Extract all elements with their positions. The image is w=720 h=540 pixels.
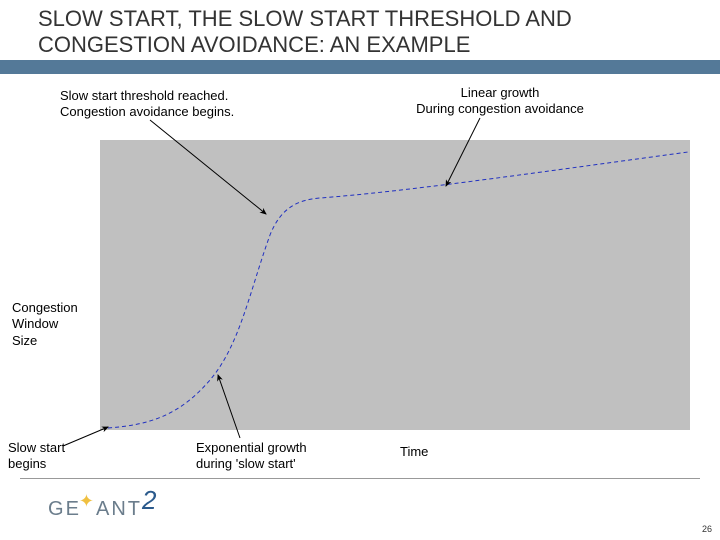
annotation-time-axis: Time <box>400 444 428 460</box>
star-icon: ✦ <box>79 491 96 512</box>
annotation-linear-growth: Linear growthDuring congestion avoidance <box>400 85 600 118</box>
logo-two: 2 <box>142 485 156 515</box>
annotation-slow-start-begins: Slow startbegins <box>8 440 65 473</box>
logo: GE✦ANT2 <box>48 485 156 516</box>
footer-divider <box>20 478 700 479</box>
chart-area <box>100 140 690 430</box>
page-title: SLOW START, THE SLOW START THRESHOLD AND… <box>38 6 690 59</box>
annotation-threshold: Slow start threshold reached.Congestion … <box>60 88 234 121</box>
annotation-exponential-growth: Exponential growthduring 'slow start' <box>196 440 307 473</box>
page-number: 26 <box>702 524 712 534</box>
annotation-congestion-window-size: CongestionWindowSize <box>12 300 78 349</box>
title-bar <box>0 60 720 74</box>
